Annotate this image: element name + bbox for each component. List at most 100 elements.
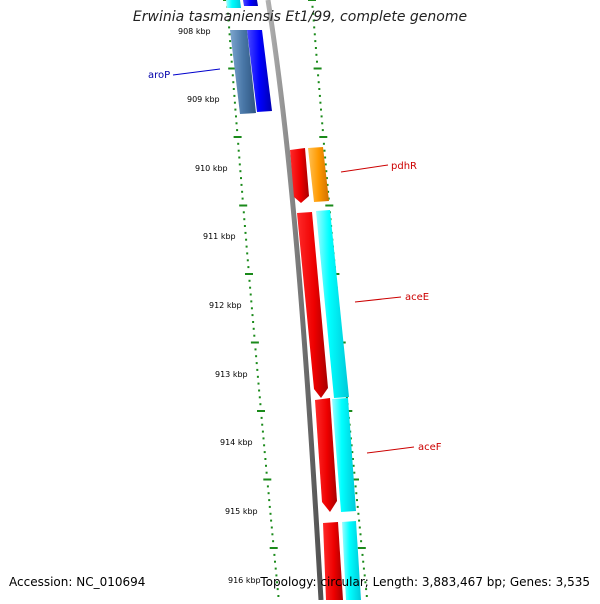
minor-tick bbox=[320, 108, 322, 111]
minor-tick bbox=[320, 115, 323, 118]
minor-tick bbox=[319, 101, 322, 104]
minor-tick bbox=[250, 307, 253, 310]
minor-tick bbox=[364, 581, 367, 584]
major-tick bbox=[269, 547, 278, 549]
minor-tick bbox=[254, 348, 257, 351]
minor-tick bbox=[261, 423, 264, 426]
minor-tick bbox=[322, 142, 325, 145]
label-line-aroP bbox=[172, 68, 221, 76]
tick-label: 911 kbp bbox=[203, 232, 236, 241]
gene-lower-red-block bbox=[323, 522, 343, 600]
minor-tick bbox=[227, 12, 229, 15]
gene-label-pdhR: pdhR bbox=[391, 161, 417, 172]
minor-tick bbox=[247, 266, 250, 269]
minor-tick bbox=[233, 101, 236, 104]
major-tick bbox=[319, 136, 328, 138]
minor-tick bbox=[257, 382, 260, 385]
minor-tick bbox=[355, 492, 358, 495]
minor-tick bbox=[241, 190, 244, 193]
tick-label: 912 kbp bbox=[209, 301, 242, 310]
major-tick bbox=[245, 273, 253, 275]
minor-tick bbox=[359, 533, 362, 536]
minor-tick bbox=[235, 122, 238, 125]
minor-tick bbox=[361, 553, 364, 556]
minor-tick bbox=[230, 60, 233, 63]
minor-tick bbox=[323, 149, 326, 152]
tick-label: 910 kbp bbox=[195, 164, 228, 173]
inner-tick-ring bbox=[223, 0, 280, 597]
minor-tick bbox=[318, 94, 321, 97]
minor-tick bbox=[325, 177, 328, 180]
minor-tick bbox=[356, 499, 358, 502]
minor-tick bbox=[232, 81, 235, 84]
minor-tick bbox=[313, 26, 316, 29]
minor-tick bbox=[232, 88, 235, 90]
minor-tick bbox=[234, 108, 237, 111]
minor-tick bbox=[235, 115, 237, 118]
major-tick bbox=[263, 478, 272, 481]
minor-tick bbox=[229, 47, 232, 49]
gene-aceE-block bbox=[297, 212, 328, 398]
minor-tick bbox=[351, 451, 354, 454]
gene-cyan-aceF-block bbox=[332, 398, 356, 512]
major-tick bbox=[357, 547, 366, 549]
minor-tick bbox=[258, 389, 261, 392]
gene-aroP-block bbox=[230, 30, 256, 114]
minor-tick bbox=[365, 595, 368, 597]
major-tick bbox=[257, 410, 265, 412]
minor-tick bbox=[268, 499, 271, 502]
minor-tick bbox=[272, 540, 275, 543]
major-tick bbox=[228, 67, 237, 70]
minor-tick bbox=[228, 33, 231, 36]
minor-tick bbox=[250, 300, 253, 303]
minor-tick bbox=[349, 437, 352, 440]
major-tick bbox=[313, 67, 322, 70]
genome-summary: Topology: circular; Length: 3,883,467 bp… bbox=[260, 575, 590, 589]
minor-tick bbox=[248, 279, 251, 282]
minor-tick bbox=[229, 40, 232, 43]
minor-tick bbox=[345, 396, 348, 399]
minor-tick bbox=[249, 293, 252, 296]
minor-tick bbox=[274, 560, 276, 563]
major-tick bbox=[233, 136, 242, 138]
minor-tick bbox=[314, 40, 317, 43]
minor-tick bbox=[255, 355, 258, 358]
minor-tick bbox=[263, 444, 266, 447]
minor-tick bbox=[317, 74, 320, 77]
minor-tick bbox=[239, 170, 242, 173]
minor-tick bbox=[271, 533, 274, 536]
gene-lower-cyan-block bbox=[342, 521, 361, 600]
map-title: Erwinia tasmaniensis Et1/99, complete ge… bbox=[132, 9, 468, 25]
minor-tick bbox=[245, 238, 248, 241]
minor-tick bbox=[316, 60, 318, 63]
minor-tick bbox=[360, 540, 363, 543]
minor-tick bbox=[236, 129, 239, 132]
minor-tick bbox=[276, 588, 279, 591]
minor-tick bbox=[315, 53, 318, 56]
minor-tick bbox=[256, 375, 259, 378]
gene-aceF-block bbox=[315, 398, 337, 512]
minor-tick bbox=[352, 464, 355, 467]
minor-tick bbox=[251, 314, 254, 317]
minor-tick bbox=[259, 403, 262, 406]
minor-tick bbox=[243, 218, 246, 221]
minor-tick bbox=[266, 485, 269, 488]
minor-tick bbox=[275, 574, 278, 577]
minor-tick bbox=[365, 588, 368, 591]
label-line-aceF bbox=[366, 446, 415, 454]
minor-tick bbox=[321, 122, 324, 125]
minor-tick bbox=[265, 464, 267, 467]
minor-tick bbox=[246, 259, 249, 262]
gene-top-blue-block bbox=[243, 0, 258, 6]
minor-tick bbox=[227, 19, 230, 22]
minor-tick bbox=[324, 163, 327, 166]
minor-tick bbox=[228, 26, 231, 29]
tick-label: 914 kbp bbox=[220, 438, 253, 447]
minor-tick bbox=[240, 177, 242, 180]
minor-tick bbox=[267, 492, 270, 495]
tick-labels: 908 kbp 909 kbp 910 kbp 911 kbp 912 kbp … bbox=[178, 27, 261, 585]
minor-tick bbox=[245, 245, 248, 248]
tick-label: 915 kbp bbox=[225, 507, 258, 516]
tick-label: 909 kbp bbox=[187, 95, 220, 104]
